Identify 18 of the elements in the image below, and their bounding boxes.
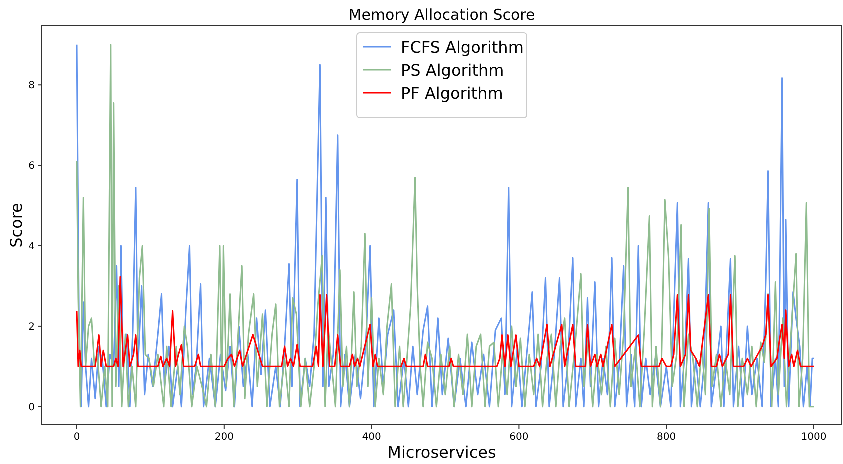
legend-label: PF Algorithm bbox=[401, 84, 504, 103]
y-tick-label: 0 bbox=[28, 402, 35, 414]
legend-label: FCFS Algorithm bbox=[401, 38, 524, 57]
x-tick-label: 400 bbox=[362, 432, 382, 443]
x-tick-label: 600 bbox=[510, 432, 529, 443]
y-tick-label: 6 bbox=[28, 161, 35, 172]
x-tick-label: 1000 bbox=[801, 432, 827, 443]
y-axis-title: Score bbox=[7, 203, 26, 248]
chart-title: Memory Allocation Score bbox=[348, 6, 536, 24]
x-tick-label: 800 bbox=[657, 432, 676, 443]
legend-label: PS Algorithm bbox=[401, 61, 504, 80]
x-axis-title: Microservices bbox=[388, 443, 496, 462]
line-series bbox=[76, 276, 815, 368]
y-tick-label: 4 bbox=[28, 242, 35, 253]
y-tick-label: 8 bbox=[28, 80, 35, 92]
x-tick-label: 0 bbox=[74, 432, 80, 443]
x-tick-label: 200 bbox=[214, 432, 234, 443]
y-tick-label: 2 bbox=[28, 322, 35, 333]
